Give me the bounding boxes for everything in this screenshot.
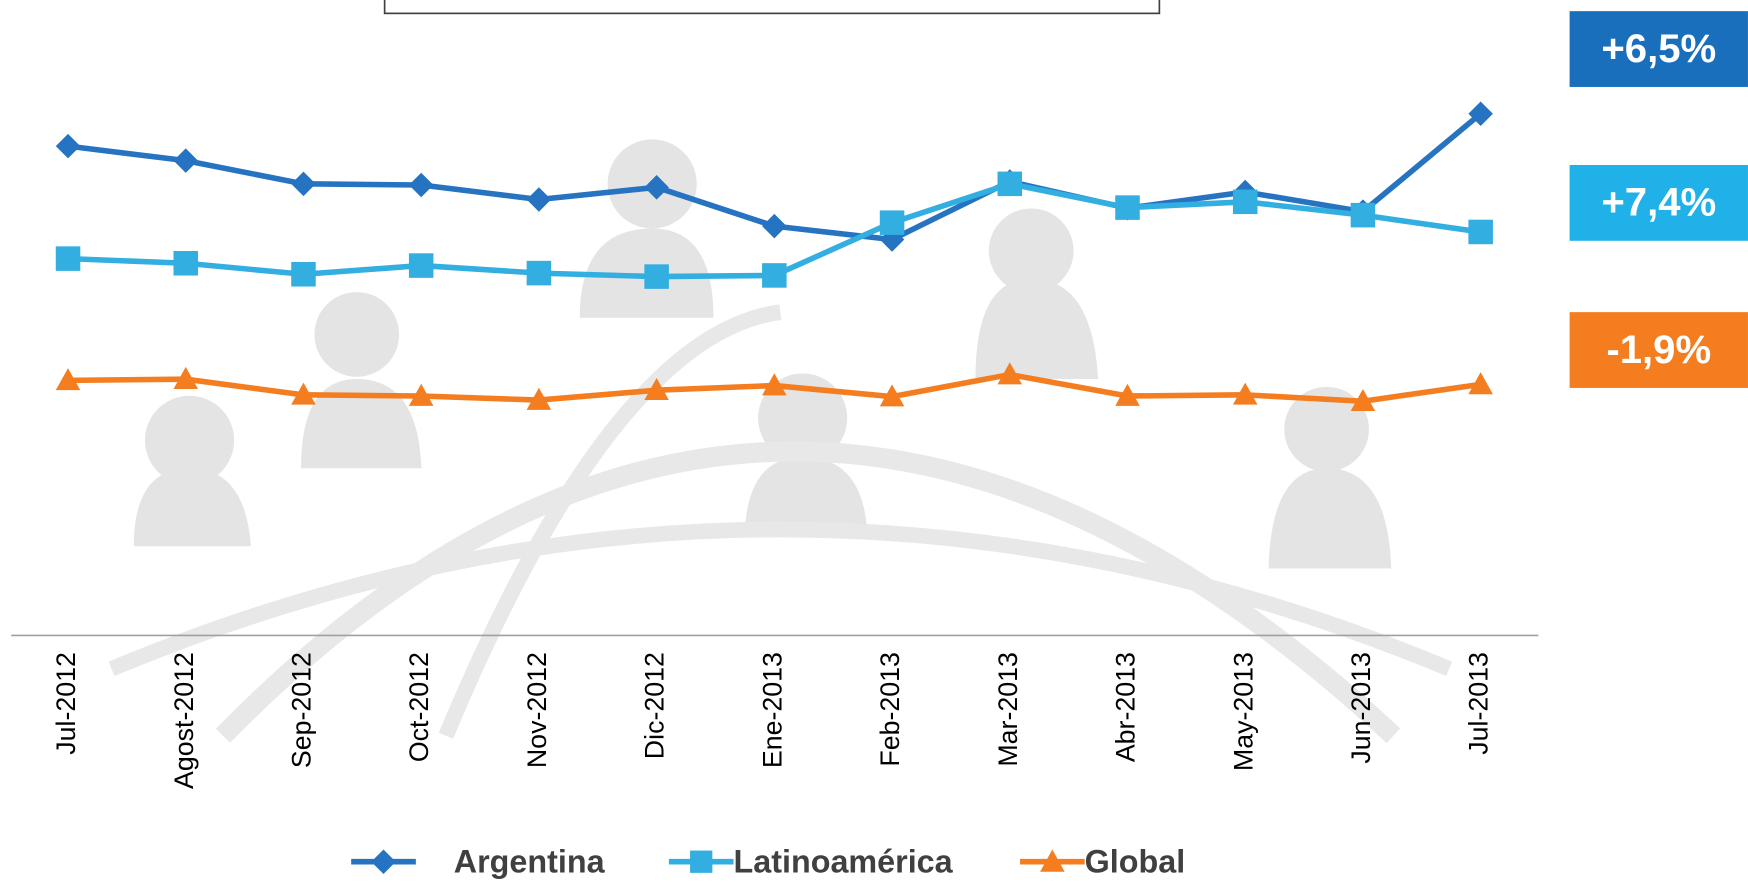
chart: Jul-2012 Agost-2012 Sep-2012 Oct-2012 Nov-20… bbox=[0, 0, 1748, 884]
x-tick-label: Jul-2013 bbox=[1464, 652, 1494, 755]
x-tick-label: Jul-2012 bbox=[51, 652, 81, 755]
data-point bbox=[291, 262, 316, 287]
x-tick-label: Nov-2012 bbox=[522, 652, 552, 768]
legend-label: Global bbox=[1085, 843, 1186, 879]
x-tick-label: Feb-2013 bbox=[875, 652, 905, 767]
data-point bbox=[173, 148, 198, 173]
data-point bbox=[1351, 203, 1376, 228]
data-point bbox=[56, 134, 81, 159]
data-point bbox=[527, 261, 552, 286]
legend-item: Global bbox=[1020, 843, 1185, 879]
data-point bbox=[644, 264, 669, 289]
data-point bbox=[762, 263, 787, 288]
data-point bbox=[1468, 220, 1493, 245]
legend-label: Latinoamérica bbox=[734, 843, 954, 879]
x-tick-label: Ene-2013 bbox=[757, 652, 787, 768]
legend-item: Argentina bbox=[351, 843, 605, 879]
legend-item: Latinoamérica bbox=[669, 843, 954, 879]
data-point bbox=[1115, 195, 1140, 220]
data-point bbox=[998, 172, 1023, 197]
legend-label: Argentina bbox=[454, 843, 606, 879]
data-point bbox=[880, 210, 905, 235]
title-box bbox=[385, 0, 1160, 13]
data-point bbox=[762, 214, 787, 239]
legend-marker bbox=[371, 849, 396, 874]
change-badge-text: +6,5% bbox=[1601, 26, 1716, 71]
legend-marker bbox=[690, 851, 712, 873]
change-badge-text: -1,9% bbox=[1606, 327, 1711, 372]
x-tick-label: Dic-2012 bbox=[640, 652, 670, 759]
x-tick-label: Mar-2013 bbox=[993, 652, 1023, 766]
data-point bbox=[527, 187, 552, 212]
x-tick-label: Agost-2012 bbox=[169, 652, 199, 789]
data-point bbox=[409, 253, 434, 278]
data-point bbox=[409, 173, 434, 198]
data-point bbox=[1233, 190, 1258, 215]
change-badge-text: +7,4% bbox=[1601, 180, 1716, 225]
x-tick-label: May-2013 bbox=[1228, 652, 1258, 771]
x-tick-label: Oct-2012 bbox=[404, 652, 434, 762]
data-point bbox=[173, 251, 198, 276]
data-point bbox=[291, 172, 316, 197]
x-tick-label: Abr-2013 bbox=[1111, 652, 1141, 762]
x-tick-label: Jun-2013 bbox=[1346, 652, 1376, 764]
data-point bbox=[56, 246, 81, 271]
x-tick-label: Sep-2012 bbox=[287, 652, 317, 768]
